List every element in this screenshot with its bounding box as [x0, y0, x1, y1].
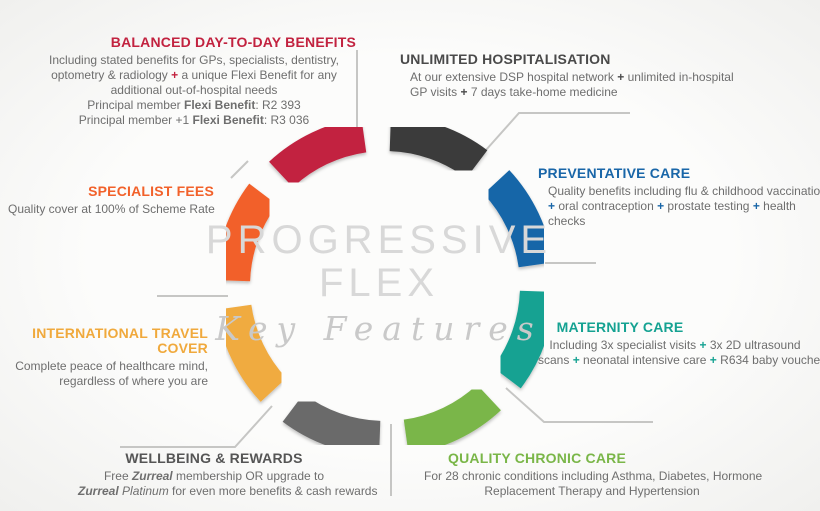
segment-wellbeing-rewards: [282, 393, 381, 456]
segment-international-travel-cover: [216, 304, 287, 402]
feature-title: QUALITY CHRONIC CARE: [448, 450, 626, 466]
feature-body: At our extensive DSP hospital network + …: [410, 70, 734, 99]
feature-unlimited-hospitalisation: UNLIMITED HOSPITALISATION At our extensi…: [400, 52, 740, 100]
feature-body: Complete peace of healthcare mind, regard…: [15, 359, 208, 388]
segment-preventative-care: [483, 170, 554, 268]
title-flex: FLEX: [318, 261, 440, 305]
center-title: PROGRESSIVE FLEX Key Features: [0, 218, 758, 349]
feature-title: SPECIALIST FEES: [88, 183, 214, 199]
feature-body: Free Zurreal membership OR upgrade to Zur…: [78, 469, 378, 498]
connector-unlimited: [485, 112, 630, 151]
feature-body: Including stated benefits for GPs, speci…: [49, 53, 339, 127]
feature-title: WELLBEING & REWARDS: [125, 450, 303, 466]
connector-wellbeing: [120, 405, 273, 448]
feature-title: MATERNITY CARE: [556, 319, 684, 335]
subtitle-key-features: Key Features: [215, 309, 543, 348]
feature-international-travel-cover: INTERNATIONAL TRAVEL COVER Complete peac…: [0, 326, 208, 389]
feature-quality-chronic-care: QUALITY CHRONIC CARE For 28 chronic cond…: [424, 451, 763, 499]
connector-lines: [120, 50, 653, 496]
feature-body: Quality benefits including flu & childho…: [548, 184, 820, 228]
connector-specialist: [230, 160, 249, 179]
feature-specialist-fees: SPECIALIST FEES Quality cover at 100% of…: [8, 183, 215, 217]
segment-quality-chronic-care: [403, 384, 501, 455]
feature-balanced-day-to-day-benefits: BALANCED DAY-TO-DAY BENEFITS Including s…: [28, 35, 360, 128]
feature-title: PREVENTATIVE CARE: [538, 165, 691, 181]
segment-balanced-day-to-day-benefits: [269, 117, 367, 188]
title-progressive: PROGRESSIVE: [205, 218, 553, 262]
feature-title: BALANCED DAY-TO-DAY BENEFITS: [110, 34, 356, 50]
feature-wellbeing-rewards: WELLBEING & REWARDS Free Zurreal members…: [78, 450, 378, 499]
segment-maternity-care: [492, 290, 555, 389]
connector-maternity: [505, 387, 653, 423]
feature-maternity-care: MATERNITY CARE Including 3x specialist v…: [538, 320, 820, 368]
feature-body: Including 3x specialist visits + 3x 2D u…: [538, 338, 820, 367]
ring-segments: [215, 116, 555, 456]
feature-title: INTERNATIONAL TRAVEL COVER: [32, 325, 208, 356]
segment-specialist-fees: [215, 183, 278, 282]
feature-title: UNLIMITED HOSPITALISATION: [400, 51, 611, 67]
feature-preventative-care: PREVENTATIVE CARE Quality benefits inclu…: [538, 166, 820, 229]
feature-body: For 28 chronic conditions including Asth…: [424, 469, 763, 498]
segment-unlimited-hospitalisation: [389, 116, 488, 179]
feature-body: Quality cover at 100% of Scheme Rate: [8, 202, 215, 216]
